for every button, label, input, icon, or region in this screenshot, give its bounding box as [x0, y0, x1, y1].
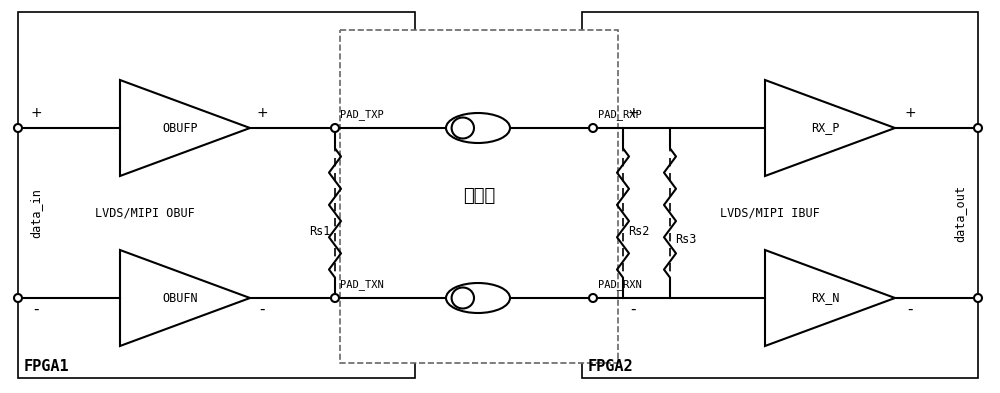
- Text: +: +: [904, 106, 916, 120]
- Text: OBUFP: OBUFP: [162, 121, 198, 134]
- Text: RX_P: RX_P: [811, 121, 839, 134]
- Ellipse shape: [452, 288, 474, 309]
- Text: LVDS/MIPI OBUF: LVDS/MIPI OBUF: [95, 206, 195, 220]
- Text: OBUFN: OBUFN: [162, 292, 198, 305]
- Text: LVDS/MIPI IBUF: LVDS/MIPI IBUF: [720, 206, 820, 220]
- Circle shape: [974, 124, 982, 132]
- Bar: [18, 12, 415, 378]
- Circle shape: [14, 124, 22, 132]
- Text: FPGA1: FPGA1: [24, 359, 70, 374]
- Bar: [582, 12, 978, 378]
- Text: FPGA2: FPGA2: [588, 359, 634, 374]
- Text: PAD_RXP: PAD_RXP: [598, 109, 642, 120]
- Text: -: -: [33, 302, 39, 317]
- Text: -: -: [259, 302, 265, 317]
- Text: +: +: [627, 106, 639, 120]
- Text: RX_N: RX_N: [811, 292, 839, 305]
- Text: Rs3: Rs3: [675, 233, 696, 246]
- Circle shape: [331, 294, 339, 302]
- Text: PAD_RXN: PAD_RXN: [598, 279, 642, 290]
- Circle shape: [589, 124, 597, 132]
- Text: 传输线: 传输线: [463, 187, 495, 206]
- Text: Rs1: Rs1: [309, 225, 330, 238]
- Circle shape: [974, 294, 982, 302]
- Text: data_out: data_out: [954, 184, 966, 242]
- Circle shape: [589, 294, 597, 302]
- Text: +: +: [30, 106, 42, 120]
- Text: Rs2: Rs2: [628, 225, 649, 238]
- Ellipse shape: [452, 118, 474, 138]
- Text: PAD_TXN: PAD_TXN: [340, 279, 384, 290]
- Ellipse shape: [446, 113, 510, 143]
- Text: data_in: data_in: [30, 188, 42, 238]
- Circle shape: [331, 124, 339, 132]
- Text: -: -: [907, 302, 913, 317]
- Circle shape: [14, 294, 22, 302]
- Text: PAD_TXP: PAD_TXP: [340, 109, 384, 120]
- Text: -: -: [630, 302, 636, 317]
- Text: +: +: [256, 106, 268, 120]
- Ellipse shape: [446, 283, 510, 313]
- Bar: [340, 30, 618, 363]
